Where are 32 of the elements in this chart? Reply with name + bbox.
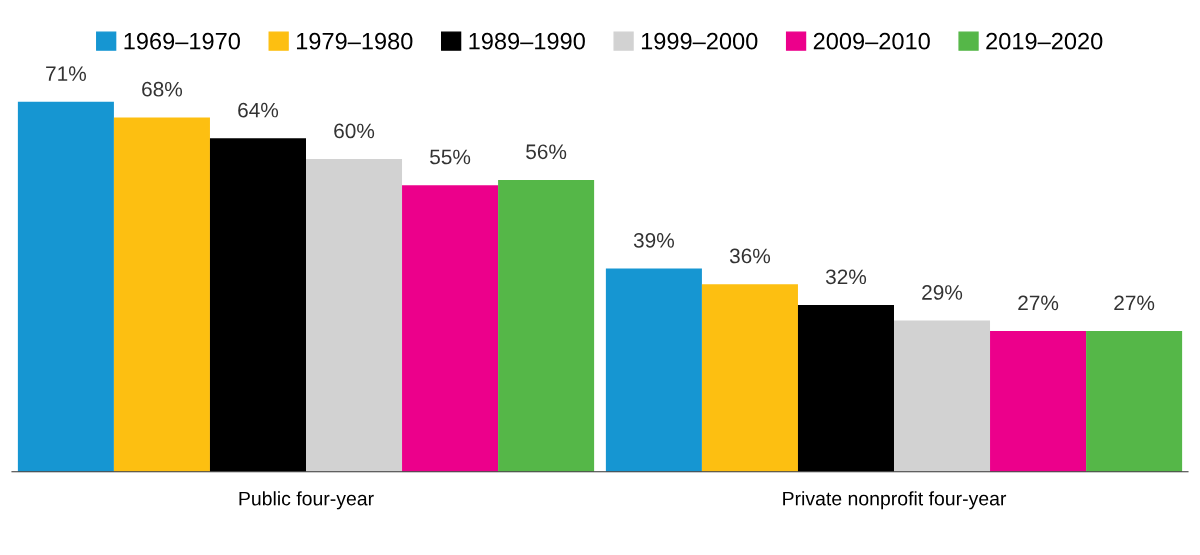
bar xyxy=(990,331,1087,472)
legend-label: 1989–1990 xyxy=(469,32,585,50)
bar xyxy=(894,320,991,472)
bar xyxy=(498,179,595,472)
bar xyxy=(605,268,702,472)
bar xyxy=(701,284,798,472)
x-tick-label: Private nonprofit four-year xyxy=(783,491,1007,510)
data-label: 68% xyxy=(142,81,183,97)
data-label: 60% xyxy=(334,123,375,139)
data-label: 29% xyxy=(922,285,963,300)
bar xyxy=(306,159,403,472)
data-label: 64% xyxy=(238,102,279,118)
data-label: 32% xyxy=(825,269,867,285)
data-label: 71% xyxy=(46,66,87,81)
data-label: 27% xyxy=(1114,295,1155,311)
data-label: 55% xyxy=(430,149,471,165)
legend-label: 1969–1970 xyxy=(124,32,240,50)
data-label: 56% xyxy=(526,144,567,160)
x-tick-label: Public four-year xyxy=(239,491,374,510)
data-label: 27% xyxy=(1018,295,1059,311)
legend-label: 1979–1980 xyxy=(296,32,413,50)
bar xyxy=(402,185,499,472)
legend-label: 1999–2000 xyxy=(641,32,758,50)
data-label: 36% xyxy=(729,248,771,264)
bar xyxy=(113,117,210,472)
data-label: 39% xyxy=(633,232,675,248)
legend-label: 2009–2010 xyxy=(813,32,930,50)
bar xyxy=(209,138,306,472)
bar xyxy=(17,101,114,472)
bar xyxy=(797,304,894,472)
legend-label: 2019–2020 xyxy=(986,32,1103,50)
bar xyxy=(1086,331,1183,472)
